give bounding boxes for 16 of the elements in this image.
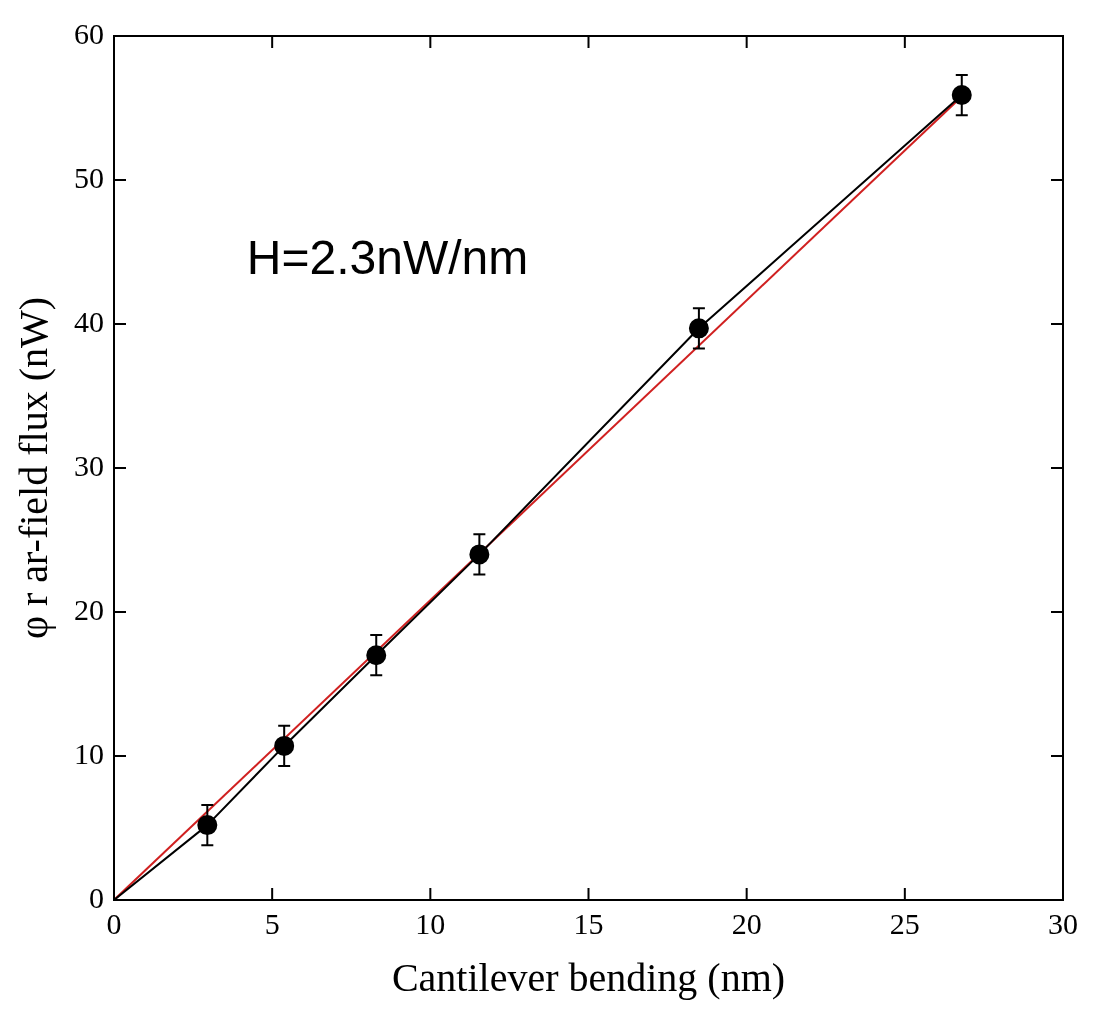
y-tick-label: 20 [74,592,104,626]
x-axis-title: Cantilever bending (nm) [391,954,786,1000]
y-tick-label: 40 [74,304,104,338]
y-tick-label: 30 [74,448,104,482]
annotation: H=2.3nW/nm [246,230,529,284]
x-tick-label: 10 [415,906,446,940]
y-tick-label: 0 [89,880,104,914]
x-tick-label: 25 [889,906,920,940]
x-tick-label: 5 [264,906,280,940]
x-tick-label: 15 [573,906,604,940]
y-tick-label: 10 [74,736,104,770]
y-tick-label: 50 [74,160,104,194]
y-tick-label: 60 [74,16,104,50]
x-tick-label: 30 [1048,906,1078,940]
x-tick-label: 20 [731,906,762,940]
y-axis-title: φ r ar-field flux (nW) [10,296,56,640]
